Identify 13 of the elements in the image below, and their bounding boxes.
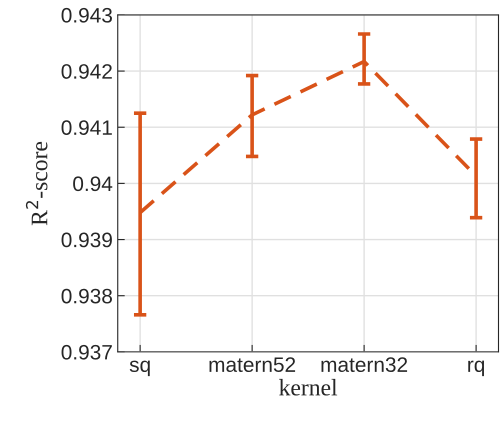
x-axis-title: kernel (279, 378, 338, 396)
y-tick-label: 0.943 (62, 8, 112, 23)
x-tick-label: matern52 (210, 357, 296, 372)
x-tick-label: matern32 (321, 357, 408, 372)
y-tick-label: 0.938 (62, 288, 112, 304)
y-tick-label: 0.942 (62, 64, 112, 79)
y-tick-label: 0.939 (62, 232, 112, 248)
x-tick-label: rq (468, 360, 484, 376)
y-tick-label: 0.937 (62, 344, 112, 360)
y-axis-title: R$^{2}$-score (26, 142, 48, 226)
x-tick-label: sq (130, 360, 150, 376)
y-tick-label: 0.941 (62, 120, 112, 135)
y-tick-label: 0.94 (73, 176, 112, 192)
